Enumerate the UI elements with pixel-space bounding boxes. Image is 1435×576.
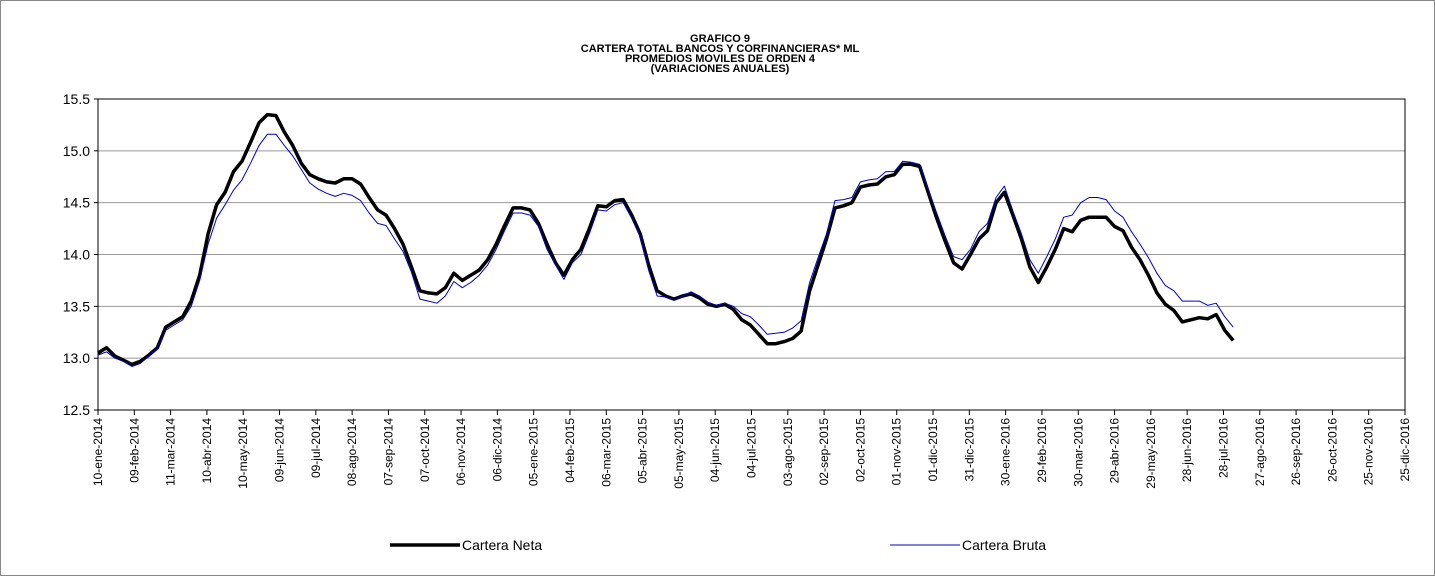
y-tick-label: 12.5 [63, 402, 90, 418]
x-tick-label: 01-dic-2015 [926, 418, 940, 482]
x-tick-label: 02-oct-2015 [853, 418, 867, 482]
chart-title: (VARIACIONES ANUALES) [651, 63, 790, 75]
x-tick-label: 10-abr-2014 [200, 418, 214, 484]
x-tick-label: 28-jun-2016 [1180, 418, 1194, 482]
x-tick-label: 10-ene-2014 [91, 418, 105, 486]
chart-title: PROMEDIOS MOVILES DE ORDEN 4 [625, 53, 816, 65]
x-tick-label: 10-may-2014 [236, 418, 250, 489]
x-tick-label: 07-oct-2014 [418, 418, 432, 482]
series-line [97, 112, 1235, 367]
x-tick-label: 30-mar-2016 [1071, 418, 1085, 487]
x-tick-label: 27-ago-2016 [1253, 418, 1267, 486]
x-tick-label: 06-mar-2015 [599, 418, 613, 487]
x-tick-label: 26-oct-2016 [1325, 418, 1339, 482]
x-tick-label: 02-sep-2015 [817, 418, 831, 486]
x-tick-label: 09-jun-2014 [273, 418, 287, 482]
x-tick-label: 06-nov-2014 [454, 418, 468, 486]
x-tick-label: 28-jul-2016 [1216, 418, 1230, 478]
x-tick-label: 04-jun-2015 [708, 418, 722, 482]
x-tick-label: 09-feb-2014 [127, 418, 141, 483]
x-tick-label: 29-abr-2016 [1108, 418, 1122, 484]
x-tick-label: 26-sep-2016 [1289, 418, 1303, 486]
x-tick-label: 25-dic-2016 [1398, 418, 1412, 482]
y-tick-label: 13.0 [63, 350, 90, 366]
x-tick-label: 29-feb-2016 [1035, 418, 1049, 483]
chart-title: GRAFICO 9 [690, 33, 750, 45]
x-tick-label: 11-mar-2014 [164, 418, 178, 486]
plot-area [97, 98, 1406, 411]
x-tick-label: 25-nov-2016 [1362, 418, 1376, 486]
y-tick-label: 15.5 [63, 91, 90, 107]
x-tick-label: 04-feb-2015 [563, 418, 577, 483]
chart-title: CARTERA TOTAL BANCOS Y CORFINANCIERAS* M… [581, 43, 860, 55]
x-tick-label: 09-jul-2014 [309, 418, 323, 478]
x-tick-label: 01-nov-2015 [890, 418, 904, 486]
x-tick-label: 08-ago-2014 [345, 418, 359, 486]
x-tick-label: 05-may-2015 [672, 418, 686, 489]
x-tick-label: 30-ene-2016 [999, 418, 1013, 486]
y-tick-label: 15.0 [63, 143, 90, 159]
x-tick-label: 31-dic-2015 [962, 418, 976, 482]
x-tick-label: 04-jul-2015 [745, 418, 759, 478]
series-line [97, 133, 1234, 367]
x-tick-label: 06-dic-2014 [490, 418, 504, 482]
x-tick-label: 05-ene-2015 [527, 418, 541, 486]
y-tick-label: 14.5 [63, 195, 90, 211]
legend-label: Cartera Neta [462, 537, 542, 553]
y-tick-label: 13.5 [63, 298, 90, 314]
y-tick-label: 14.0 [63, 247, 90, 263]
x-tick-label: 29-may-2016 [1144, 418, 1158, 489]
x-tick-label: 03-ago-2015 [781, 418, 795, 486]
x-tick-label: 07-sep-2014 [381, 418, 395, 486]
legend-label: Cartera Bruta [962, 537, 1046, 553]
x-tick-label: 05-abr-2015 [636, 418, 650, 484]
